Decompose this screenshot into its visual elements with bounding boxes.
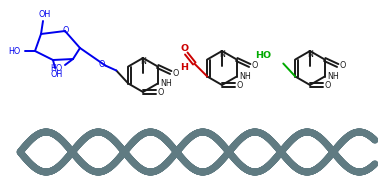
Text: N: N [140, 57, 146, 66]
Text: NH: NH [328, 72, 339, 81]
Text: O: O [63, 26, 69, 35]
Text: HO: HO [255, 51, 271, 60]
Text: OH: OH [39, 10, 51, 19]
Text: NH: NH [240, 72, 251, 81]
Text: N: N [219, 50, 225, 59]
Text: O: O [251, 61, 258, 70]
Text: O: O [98, 60, 104, 69]
Text: H: H [180, 63, 188, 72]
Text: N: N [307, 50, 313, 59]
Text: OH: OH [51, 69, 63, 78]
Text: O: O [237, 80, 243, 89]
Text: O: O [158, 87, 164, 96]
Text: HO: HO [8, 46, 20, 55]
Text: O: O [325, 80, 331, 89]
Text: NH: NH [161, 79, 172, 88]
Text: O: O [180, 44, 188, 53]
Text: O: O [339, 61, 346, 70]
Text: HO: HO [50, 64, 62, 73]
Text: O: O [172, 69, 179, 78]
